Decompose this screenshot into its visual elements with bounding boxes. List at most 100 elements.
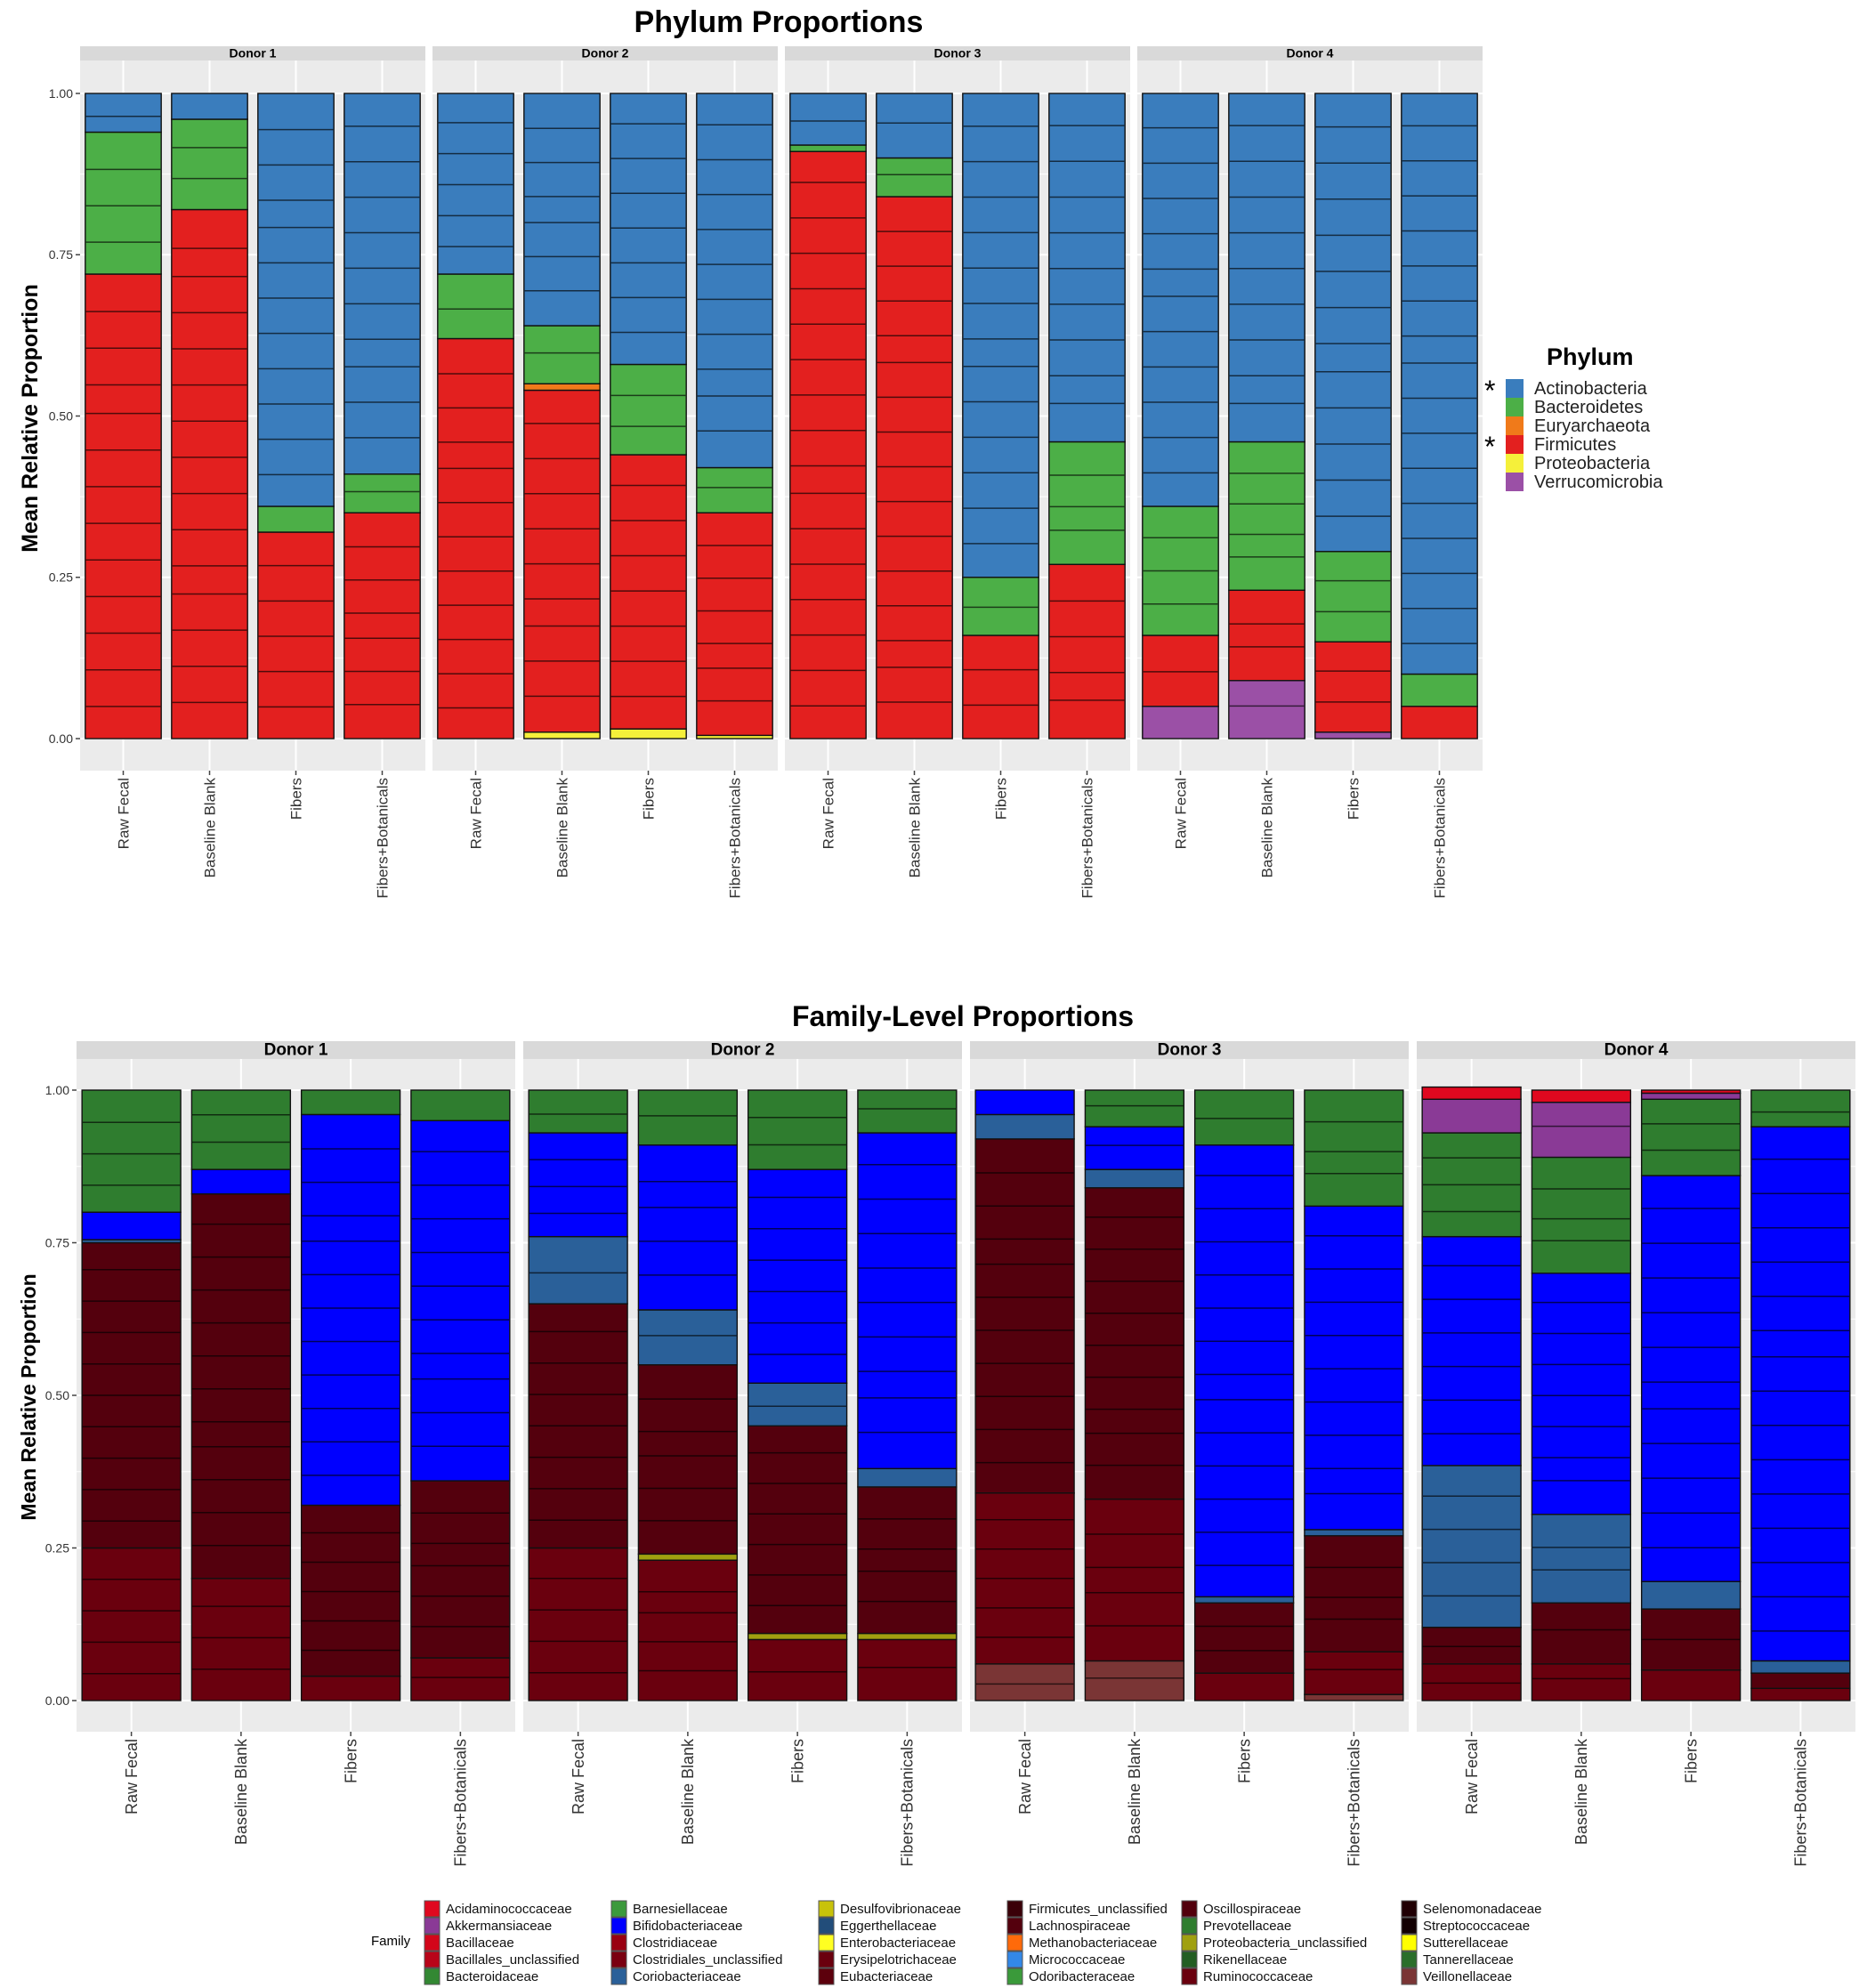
legend-item-barnesiellaceae: Barnesiellaceae <box>610 1900 728 1918</box>
bar-segment-lachnospiraceae <box>1750 1672 1851 1689</box>
legend-item-bacteroidaceae: Bacteroidaceae <box>424 1968 538 1985</box>
facet-strip-label: Donor 1 <box>230 45 277 60</box>
bar-segment-proteobacteria <box>610 728 687 739</box>
bar-segment-bifidobacteriaceae <box>747 1168 848 1384</box>
legend-swatch <box>610 1951 627 1968</box>
bar-segment-bacteroidetes <box>344 473 421 513</box>
legend-label: Akkermansiaceae <box>446 1919 552 1934</box>
x-tick-label: Baseline Blank <box>232 1738 250 1845</box>
bar-fibers <box>1640 1089 1742 1701</box>
legend-swatch <box>1401 1917 1418 1935</box>
legend-label: Enterobacteriaceae <box>840 1935 956 1951</box>
bar-segment-bacteroidetes <box>610 363 687 456</box>
legend-label: Prevotellaceae <box>1203 1919 1291 1934</box>
legend-item-prevotellaceae: Prevotellaceae <box>1181 1917 1291 1935</box>
facet-strip <box>523 1041 962 1059</box>
x-tick-label: Fibers <box>992 778 1009 820</box>
legend-label: Tannerellaceae <box>1423 1952 1514 1968</box>
legend-label: Desulfovibrionaceae <box>840 1902 961 1917</box>
bar-segment-lachnospiraceae <box>410 1480 511 1659</box>
bar-baseline-blank <box>190 1089 292 1701</box>
legend-item-rikenellaceae: Rikenellaceae <box>1181 1951 1287 1968</box>
x-tick-label: Fibers <box>342 1739 360 1783</box>
legend-swatch <box>610 1934 627 1952</box>
bar-segment-bifidobacteriaceae <box>528 1132 628 1238</box>
legend-swatch <box>1006 1951 1023 1968</box>
x-tick-label: Fibers+Botanicals <box>726 778 743 899</box>
y-tick-label: 0.75 <box>49 247 73 262</box>
bar-segment-actinobacteria <box>1401 93 1478 675</box>
y-tick-label: 1.00 <box>45 1083 69 1097</box>
legend-label: Odoribacteraceae <box>1029 1969 1135 1984</box>
facet-strip <box>432 46 778 61</box>
legend-label: Eggerthellaceae <box>840 1919 936 1934</box>
bar-segment-firmicutes <box>85 273 162 739</box>
legend-item-methanobacteriaceae: Methanobacteriaceae <box>1006 1934 1157 1952</box>
bar-segment-bifidobacteriaceae <box>1531 1273 1632 1515</box>
legend-item-erysipelotrichaceae: Erysipelotrichaceae <box>818 1951 957 1968</box>
bar-segment-prevotellaceae <box>1640 1098 1742 1176</box>
significance-asterisk-icon: * <box>1484 431 1495 463</box>
y-tick-label: 0.50 <box>49 408 73 423</box>
bar-segment-ruminococcaceae <box>410 1657 511 1701</box>
bar-segment-actinobacteria <box>610 93 687 366</box>
bar-segment-lachnospiraceae <box>1531 1602 1632 1665</box>
legend-swatch <box>1506 435 1524 454</box>
legend-item-bacteroidetes: Bacteroidetes <box>1506 398 1643 417</box>
bar-segment-firmicutes <box>1228 589 1305 682</box>
legend-swatch <box>1006 1968 1023 1985</box>
legend-label: Ruminococcaceae <box>1203 1969 1313 1984</box>
legend-label: Euryarchaeota <box>1534 416 1651 436</box>
facet-strip <box>970 1041 1409 1059</box>
bar-segment-firmicutes <box>789 150 867 739</box>
facet-donor-1: Donor 1 Raw Fecal Baseline Blank Fibers Fibe… <box>80 45 425 899</box>
bar-raw-fecal <box>974 1089 1075 1701</box>
legend-swatch <box>1181 1934 1198 1952</box>
bar-segment-bacteroidetes <box>789 144 867 152</box>
bar-segment-prevotellaceae <box>81 1089 182 1213</box>
legend-item-enterobacteriaceae: Enterobacteriaceae <box>818 1934 956 1952</box>
bar-segment-bacteroidetes <box>696 466 773 513</box>
bar-segment-bifidobacteriaceae <box>1640 1175 1742 1582</box>
bar-segment-coriobacteriaceae <box>747 1382 848 1426</box>
legend-item-selenomonadaceae: Selenomonadaceae <box>1401 1900 1541 1918</box>
bar-segment-ruminococcaceae <box>1421 1663 1522 1701</box>
facet-donor-2: Donor 2 Raw Fecal Baseline Blank Fibers Fibe… <box>432 45 778 899</box>
bar-segment-bacteroidetes <box>257 505 335 533</box>
x-tick-label: Baseline Blank <box>201 778 218 878</box>
legend-label: Bacillaceae <box>446 1935 514 1951</box>
legend-item-clostridiaceae: Clostridiaceae <box>610 1934 717 1952</box>
legend-swatch <box>818 1917 835 1935</box>
legend-swatch <box>1401 1934 1418 1952</box>
bar-segment-coriobacteriaceae <box>1084 1168 1185 1189</box>
bar-segment-actinobacteria <box>1228 93 1305 443</box>
bar-segment-veillonellaceae <box>974 1663 1075 1701</box>
bar-fibers <box>747 1089 848 1701</box>
bar-segment-ruminococcaceae <box>1084 1498 1185 1662</box>
x-tick-label: Fibers+Botanicals <box>1431 778 1448 899</box>
bar-segment-bacteroidetes <box>962 577 1039 636</box>
bar-segment-bacteroidetes <box>437 273 514 340</box>
legend-label: Barnesiellaceae <box>633 1902 728 1917</box>
bar-segment-ruminococcaceae <box>747 1638 848 1701</box>
phylum-y-axis-label: Mean Relative Proportion <box>18 284 43 552</box>
x-tick-label: Fibers+Botanicals <box>452 1739 470 1867</box>
legend-label: Firmicutes <box>1534 435 1616 455</box>
y-tick-label: 0.00 <box>45 1693 69 1708</box>
x-tick-label: Fibers+Botanicals <box>1792 1739 1810 1867</box>
legend-swatch <box>1506 398 1524 416</box>
bar-segment-acidaminococcaceae <box>1421 1086 1522 1100</box>
legend-label: Erysipelotrichaceae <box>840 1952 957 1968</box>
bar-raw-fecal <box>81 1089 182 1701</box>
facet-donor-3: Donor 3 Raw Fecal Baseline Blank Fibers Fibe… <box>785 45 1130 899</box>
bar-segment-actinobacteria <box>85 93 162 133</box>
legend-swatch <box>1181 1917 1198 1935</box>
legend-label: Actinobacteria <box>1534 379 1648 399</box>
bar-segment-prevotellaceae <box>747 1089 848 1170</box>
bar-segment-ruminococcaceae <box>1750 1687 1851 1701</box>
bar-segment-prevotellaceae <box>1304 1089 1404 1208</box>
bar-segment-bacteroidetes <box>1314 551 1392 642</box>
bar-fibers <box>1193 1089 1295 1701</box>
bar-segment-actinobacteria <box>437 93 514 275</box>
family-legend: Family Acidaminococcaceae Akkermansiaceae… <box>371 1900 1541 1985</box>
